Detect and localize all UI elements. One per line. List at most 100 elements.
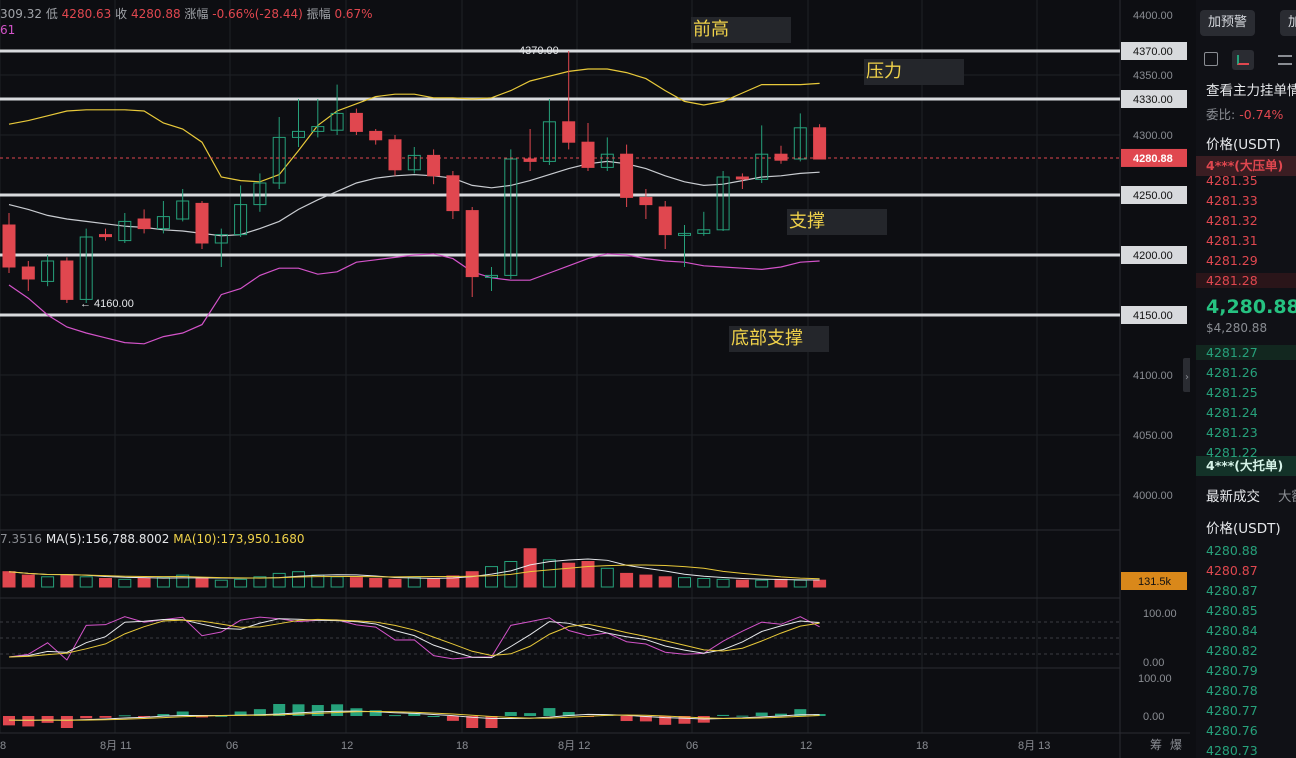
volume-bar [716,578,730,588]
add-alert-button[interactable]: 加预警 [1200,10,1256,36]
amplitude-value: 0.67% [334,7,373,21]
ohlc-header: 309.32 低 4280.63 收 4280.88 涨幅 -0.66%(-28… [0,5,373,22]
macd-bar [80,716,93,719]
macd-bar [466,716,479,728]
ask-row[interactable]: 4281.35 [1206,173,1258,188]
tab-large-trades[interactable]: 大额 [1278,489,1296,505]
price-tag-current-bg [1121,148,1187,167]
volume-bar [697,578,711,588]
annotation-prev-high[interactable]: 前高 [691,17,791,43]
candle-body [542,121,556,162]
volume-bar [2,571,16,588]
candle-body [639,196,653,206]
ask-row[interactable]: 4281.29 [1206,253,1258,268]
trade-row[interactable]: 4280.78 [1206,683,1258,698]
annotation-resistance[interactable]: 压力 [864,59,964,85]
price-tag-4330-bg [1121,90,1187,108]
candle-body [658,206,672,236]
low-value: 4280.63 [61,7,112,21]
macd-bar [369,710,382,716]
candle-body [214,234,228,244]
bid-row[interactable]: 4281.27 [1196,345,1296,360]
low-marker: ← 4160.00 [80,298,134,310]
bid-row[interactable]: 4281.22 [1206,445,1258,460]
volume-bar [485,566,498,588]
trade-row[interactable]: 4280.77 [1206,703,1258,718]
time-axis-label: 8月 11 [100,740,132,752]
ask-row[interactable]: 4281.33 [1206,193,1258,208]
volume-bar [562,562,576,588]
candlestick-chart[interactable]: 4370.00 ← 4160.00 4400.00 4350.00 4300.00 425… [0,0,1190,758]
layout-both-icon[interactable] [1204,52,1218,66]
candle-body [465,210,479,278]
candle-body [330,112,344,131]
volume-bar [234,578,248,588]
close-value: 4280.88 [130,7,181,21]
close-label: 收 [115,7,128,21]
trade-row[interactable]: 4280.87 [1206,563,1258,578]
layout-asks-icon[interactable] [1278,55,1292,65]
candle-body [485,274,498,278]
trade-row[interactable]: 4280.73 [1206,743,1258,758]
annotation-bottom-support[interactable]: 底部支撑 [729,326,829,352]
bid-row[interactable]: 4281.25 [1206,385,1258,400]
macd-bar [118,715,131,717]
price-tag-4330: 4330.00 [1133,94,1173,106]
price-axis-label: 4050.00 [1133,430,1173,442]
ratio-label: 委比: [1206,107,1236,122]
volume-bar [253,576,267,588]
layout-bids-icon[interactable] [1232,50,1254,70]
trade-row[interactable]: 4280.82 [1206,643,1258,658]
candle-body [716,176,730,231]
bid-row[interactable]: 4281.23 [1206,425,1258,440]
macd-bar [60,716,73,728]
trade-row[interactable]: 4280.84 [1206,623,1258,638]
volume-tag: 131.5k [1138,576,1172,588]
volume-bar [292,571,305,588]
tab-latest-trades[interactable]: 最新成交 [1206,489,1260,505]
ask-row[interactable]: 4281.31 [1206,233,1258,248]
candle-body [195,202,209,244]
volume-bar [388,578,402,588]
low-label: 低 [45,7,58,21]
amplitude-label: 振幅 [306,7,331,21]
trade-row[interactable]: 4280.85 [1206,603,1258,618]
trade-row[interactable]: 4280.87 [1206,583,1258,598]
price-tag-4370: 4370.00 [1133,46,1173,58]
candle-body [678,232,691,236]
volume-bar [658,576,672,588]
macd-bar [253,709,266,716]
trade-row[interactable]: 4280.79 [1206,663,1258,678]
orderbook-title[interactable]: 查看主力挂单情 [1206,83,1296,99]
trade-row[interactable]: 4280.76 [1206,723,1258,738]
volume-bar [774,578,788,588]
bid-row[interactable]: 4281.26 [1206,365,1258,380]
volume-bar [272,572,286,588]
candle-body [562,121,576,143]
price-axis-label: 4100.00 [1133,370,1173,382]
volume-bar [369,578,383,588]
add-alert-button-2[interactable]: 加 [1280,10,1296,36]
price-tag-4200-bg [1121,246,1187,264]
volume-ma10: MA(10):173,950.1680 [173,532,305,546]
candle-body [735,176,749,180]
trade-row[interactable]: 4280.88 [1206,543,1258,558]
macd-axis-zero: 0.00 [1143,711,1164,723]
volume-bar [755,579,769,588]
ask-row[interactable]: 4281.32 [1206,213,1258,228]
high-marker: 4370.00 [519,45,559,57]
time-axis-label: 12 [800,740,812,752]
candle-body [41,260,55,282]
ask-row[interactable]: 4281.28 [1196,273,1296,288]
volume-ma10-line [8,564,820,580]
chart-canvas[interactable]: 4370.00 ← 4160.00 4400.00 4350.00 4300.00 425… [0,0,1190,758]
time-axis-label: 06 [226,740,238,752]
bid-row[interactable]: 4281.24 [1206,405,1258,420]
candle-body [311,126,325,132]
annotation-support[interactable]: 支撑 [787,209,887,235]
volume-partial: 7.3516 [0,532,42,546]
volume-bar [195,578,209,588]
candle-body [697,229,711,234]
candle-body [292,130,305,138]
kdj-axis-top: 100.00 [1143,608,1177,620]
